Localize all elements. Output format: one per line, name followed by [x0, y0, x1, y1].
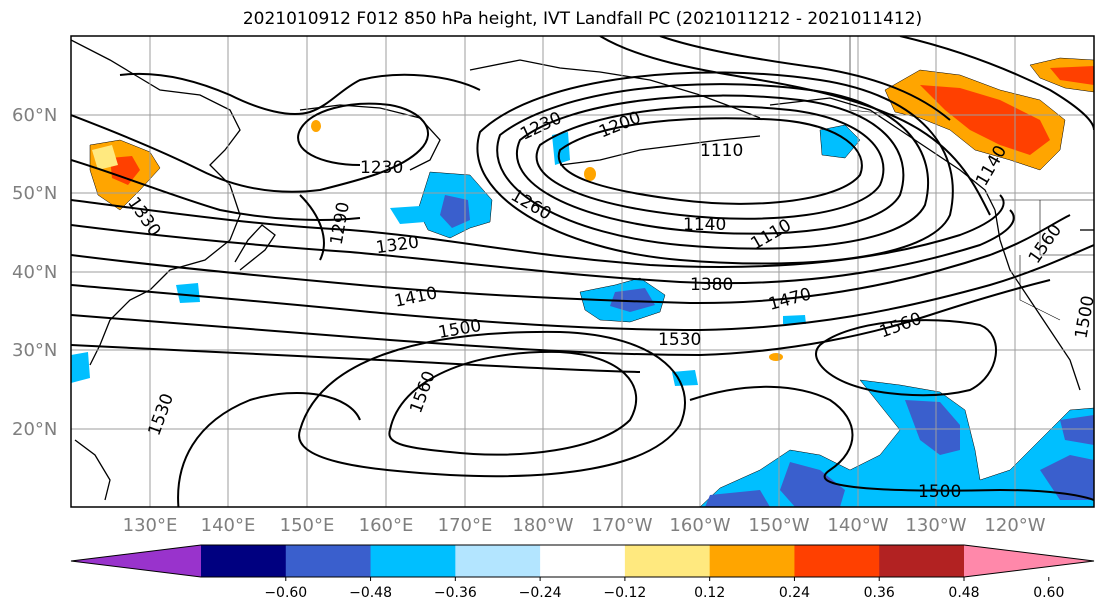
lon-label: 130°W: [905, 515, 966, 536]
colorbar-segment: [370, 545, 456, 577]
contour-label: 1500: [918, 482, 961, 502]
colorbar-under-extend: [71, 545, 201, 577]
lon-label: 140°W: [827, 515, 888, 536]
colorbar: −0.60 −0.48 −0.36 −0.24 −0.12 0.12 0.24 0.36 0.4…: [70, 544, 1095, 601]
contour-label: 1110: [700, 141, 743, 161]
colorbar-tick-label: 0.36: [864, 585, 895, 601]
lon-label: 120°W: [984, 515, 1045, 536]
lat-label: 20°N: [12, 419, 57, 440]
latitude-labels: 60°N 50°N 40°N 30°N 20°N: [12, 105, 57, 440]
lat-label: 50°N: [12, 183, 57, 204]
colorbar-segment: [285, 545, 372, 577]
colorbar-outline: [70, 544, 1095, 578]
colorbar-tick-label: −0.36: [434, 585, 477, 601]
colorbar-tick-label: −0.48: [349, 585, 392, 601]
colorbar-tick-label: −0.24: [519, 585, 562, 601]
colorbar-tick-label: 0.60: [1033, 585, 1064, 601]
lon-label: 170°E: [438, 515, 493, 536]
coastlines: [71, 39, 1094, 501]
lon-label: 150°W: [748, 515, 809, 536]
colorbar-segment: [540, 545, 626, 577]
contour-label: 1230: [360, 158, 403, 178]
ivt-shading: [71, 57, 1094, 507]
borders: [849, 36, 1094, 321]
lon-label: 150°E: [280, 515, 335, 536]
longitude-labels: 130°E 140°E 150°E 160°E 170°E 180°W 170°…: [123, 515, 1046, 536]
colorbar-segment: [201, 545, 287, 577]
contour-label: 1380: [690, 275, 733, 295]
colorbar-tick-label: −0.12: [603, 585, 646, 601]
colorbar-segment: [879, 545, 965, 577]
map-title: 2021010912 F012 850 hPa height, IVT Land…: [242, 9, 923, 29]
map-border: [70, 35, 1095, 508]
lat-label: 30°N: [12, 340, 57, 361]
lon-label: 130°E: [123, 515, 178, 536]
lon-label: 170°W: [591, 515, 652, 536]
lon-label: 180°W: [512, 515, 573, 536]
height-contours: [71, 36, 1094, 507]
lon-label: 160°W: [669, 515, 730, 536]
colorbar-segment: [624, 545, 711, 577]
colorbar-segment: [794, 545, 880, 577]
colorbar-tick-label: −0.60: [264, 585, 307, 601]
colorbar-tick-label: 0.12: [694, 585, 725, 601]
colorbar-over-extend: [964, 545, 1094, 577]
colorbar-tick-label: 0.48: [948, 585, 979, 601]
colorbar-segment: [709, 545, 795, 577]
contour-label: 1140: [683, 215, 726, 235]
lat-label: 40°N: [12, 262, 57, 283]
lat-label: 60°N: [12, 105, 57, 126]
colorbar-tick-label: 0.24: [779, 585, 810, 601]
lon-label: 140°E: [201, 515, 256, 536]
lon-label: 160°E: [359, 515, 414, 536]
colorbar-segment: [455, 545, 541, 577]
contour-label: 1530: [658, 330, 701, 350]
